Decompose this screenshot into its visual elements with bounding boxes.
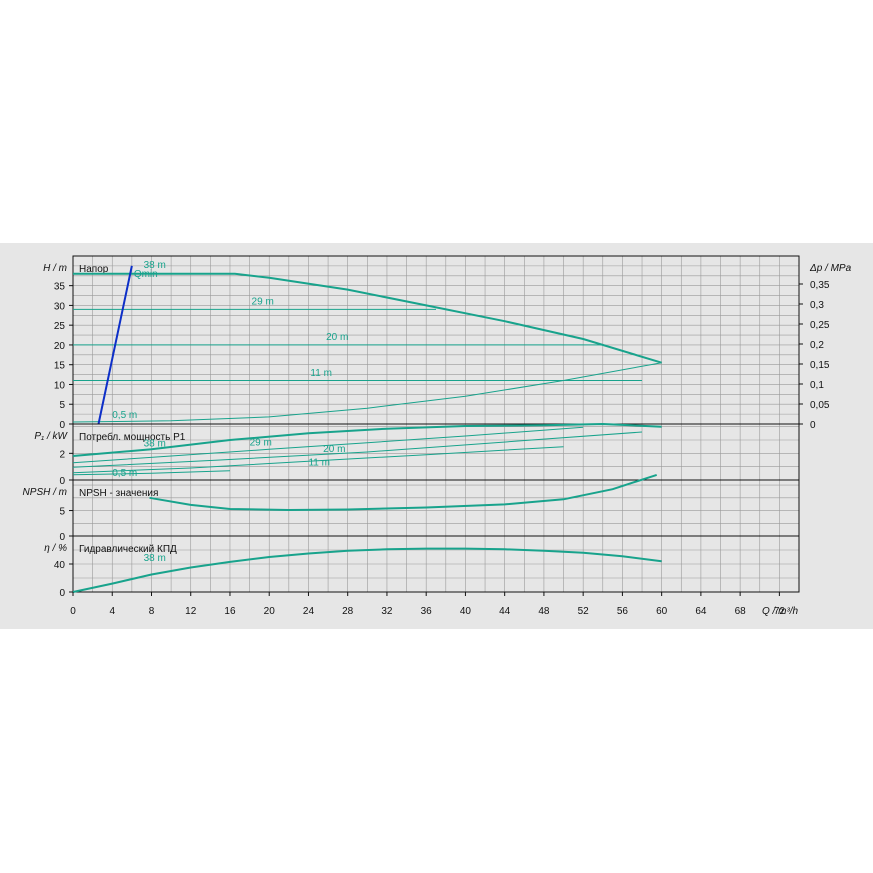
x-tick-label: 0 bbox=[70, 606, 76, 617]
y-axis-label: η / % bbox=[44, 543, 67, 554]
panel-title: NPSH - значения bbox=[79, 488, 158, 499]
y-tick-label: 0 bbox=[59, 476, 65, 487]
right-tick-label: 0,3 bbox=[810, 300, 824, 311]
series-line bbox=[149, 473, 658, 512]
right-axis-label: Δp / MPa bbox=[809, 263, 852, 274]
x-tick-label: 52 bbox=[578, 606, 590, 617]
x-tick-label: 36 bbox=[421, 606, 433, 617]
y-tick-label: 0 bbox=[59, 420, 65, 431]
right-tick-label: 0,35 bbox=[810, 280, 830, 291]
y-tick-label: 2 bbox=[59, 449, 65, 460]
x-axis-label: Q / m³/h bbox=[762, 606, 799, 617]
y-tick-label: 10 bbox=[54, 380, 66, 391]
curve-label: 20 m bbox=[326, 332, 348, 343]
x-tick-label: 20 bbox=[264, 606, 276, 617]
y-tick-label: 20 bbox=[54, 341, 66, 352]
panel-title: Напор bbox=[79, 264, 109, 275]
curve-label: 0,5 m bbox=[112, 410, 137, 421]
x-tick-label: 64 bbox=[695, 606, 707, 617]
y-tick-label: 0 bbox=[59, 532, 65, 543]
x-tick-label: 40 bbox=[460, 606, 472, 617]
x-tick-label: 12 bbox=[185, 606, 197, 617]
qmin-line bbox=[97, 265, 133, 425]
right-tick-label: 0,2 bbox=[810, 340, 824, 351]
panel-title: Гидравлический КПД bbox=[79, 544, 177, 555]
right-tick-label: 0,1 bbox=[810, 380, 824, 391]
y-tick-label: 15 bbox=[54, 361, 66, 372]
y-tick-label: 5 bbox=[59, 400, 65, 411]
curve-label: 11 m bbox=[310, 368, 332, 379]
y-tick-label: 0 bbox=[59, 588, 65, 599]
curve-label: 38 m bbox=[144, 553, 166, 564]
x-tick-label: 44 bbox=[499, 606, 511, 617]
y-axis-label: P₁ / kW bbox=[34, 431, 68, 442]
series-line bbox=[72, 547, 662, 593]
series-line bbox=[72, 470, 231, 476]
y-tick-label: 40 bbox=[54, 560, 66, 571]
x-tick-label: 72 bbox=[774, 606, 786, 617]
series-line bbox=[72, 422, 662, 457]
x-tick-label: 8 bbox=[149, 606, 155, 617]
right-tick-label: 0,05 bbox=[810, 400, 830, 411]
qmin-label: Qmin bbox=[134, 269, 158, 280]
series-line bbox=[72, 431, 643, 468]
x-tick-label: 28 bbox=[342, 606, 354, 617]
y-axis-label: H / m bbox=[43, 263, 67, 274]
curve-label: 38 m bbox=[144, 260, 166, 271]
series-line bbox=[72, 426, 584, 464]
x-tick-label: 60 bbox=[656, 606, 668, 617]
series-line bbox=[72, 446, 564, 474]
series-line bbox=[72, 362, 662, 423]
panel-title: Потребл. мощность P1 bbox=[79, 431, 186, 443]
right-tick-label: 0,25 bbox=[810, 320, 830, 331]
y-tick-label: 25 bbox=[54, 321, 66, 332]
right-tick-label: 0,15 bbox=[810, 360, 830, 371]
x-tick-label: 32 bbox=[381, 606, 393, 617]
y-tick-label: 5 bbox=[59, 507, 65, 518]
curve-label: 20 m bbox=[323, 444, 345, 455]
curve-label: 38 m bbox=[144, 439, 166, 450]
right-tick-label: 0 bbox=[810, 420, 816, 431]
curve-label: 29 m bbox=[250, 437, 272, 448]
x-tick-label: 4 bbox=[109, 606, 115, 617]
x-tick-label: 56 bbox=[617, 606, 629, 617]
curve-label: 11 m bbox=[308, 457, 330, 468]
x-tick-label: 16 bbox=[224, 606, 236, 617]
y-tick-label: 30 bbox=[54, 301, 66, 312]
y-axis-label: NPSH / m bbox=[23, 487, 67, 498]
panel-frame-head bbox=[72, 255, 800, 425]
curve-label: 29 m bbox=[252, 297, 274, 308]
x-tick-label: 68 bbox=[735, 606, 747, 617]
x-tick-label: 24 bbox=[303, 606, 315, 617]
curve-label: 0,5 m bbox=[112, 468, 137, 479]
y-tick-label: 35 bbox=[54, 282, 66, 293]
x-tick-label: 48 bbox=[538, 606, 550, 617]
series-line bbox=[73, 272, 662, 364]
